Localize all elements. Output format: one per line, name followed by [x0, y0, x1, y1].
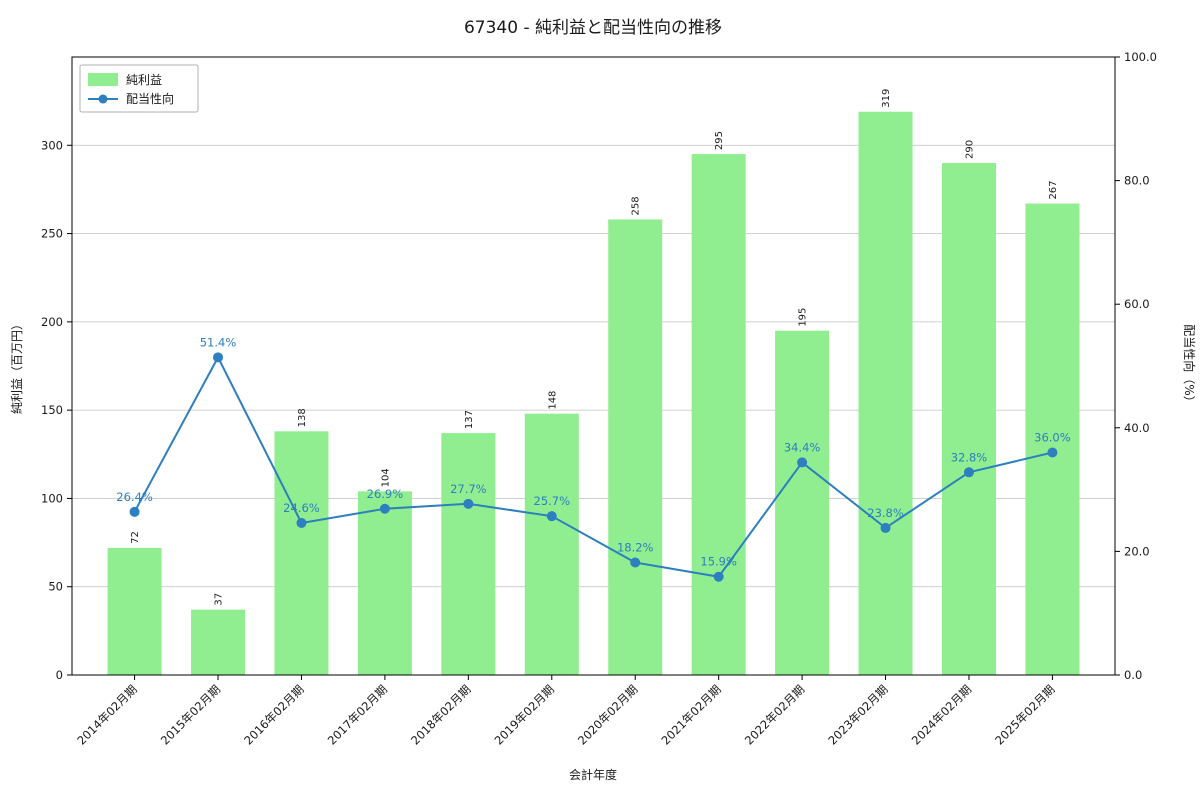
y-axis-label-right: 配当性向（%） — [1182, 324, 1197, 407]
line-point-label: 51.4% — [200, 335, 237, 349]
line-marker — [296, 517, 307, 528]
line-point-label: 34.4% — [784, 440, 821, 454]
y-tick-label-right: 40.0 — [1124, 421, 1150, 435]
line-marker — [630, 557, 641, 568]
legend-label-net-income: 純利益 — [126, 73, 162, 87]
x-tick-label: 2019年02月期 — [492, 682, 557, 747]
line-marker — [1047, 447, 1058, 458]
y-tick-label-left: 250 — [41, 227, 63, 241]
line-point-label: 36.0% — [1034, 431, 1071, 445]
x-tick-label: 2014年02月期 — [74, 682, 139, 747]
x-tick-label: 2022年02月期 — [742, 682, 807, 747]
line-marker — [129, 506, 140, 517]
bar-value-label: 37 — [214, 593, 225, 606]
x-tick-label: 2024年02月期 — [909, 682, 974, 747]
x-tick-label: 2018年02月期 — [408, 682, 473, 747]
line-marker — [963, 467, 974, 478]
legend-marker-payout-ratio — [98, 94, 108, 104]
line-marker — [546, 511, 557, 522]
y-tick-label-right: 80.0 — [1124, 174, 1150, 188]
plot-border — [71, 56, 1116, 676]
bar — [608, 219, 663, 675]
bar — [274, 431, 329, 675]
line-point-label: 18.2% — [617, 541, 654, 555]
bar-value-label: 267 — [1048, 180, 1059, 199]
bar-value-label: 319 — [881, 89, 892, 108]
bar-value-label: 72 — [130, 531, 141, 544]
y-tick-label-right: 100.0 — [1124, 50, 1157, 64]
bar — [858, 111, 913, 676]
y-tick-label-left: 200 — [41, 315, 63, 329]
bar — [524, 413, 579, 675]
plot-area — [72, 57, 1115, 675]
chart-title: 67340 - 純利益と配当性向の推移 — [464, 18, 722, 38]
y-tick-label-left: 0 — [56, 668, 63, 682]
y-axis-label-left: 純利益（百万円） — [10, 318, 24, 414]
line-point-label: 23.8% — [867, 506, 904, 520]
bar — [1025, 203, 1080, 675]
bar — [107, 547, 162, 675]
x-axis-label: 会計年度 — [569, 767, 617, 782]
y-tick-label-left: 50 — [48, 580, 63, 594]
legend: 純利益 配当性向 — [79, 64, 199, 113]
line-marker — [463, 498, 474, 509]
line-marker — [213, 352, 224, 363]
payout-ratio-line — [133, 355, 1053, 578]
bar-value-label: 258 — [631, 196, 642, 215]
x-tick-label: 2015年02月期 — [158, 682, 223, 747]
x-tick-label: 2021年02月期 — [658, 682, 723, 747]
bar-value-label: 195 — [798, 308, 809, 327]
bar-value-label: 295 — [714, 131, 725, 150]
bar-value-label: 148 — [547, 391, 558, 410]
bar — [691, 154, 746, 676]
y-tick-label-left: 100 — [41, 491, 63, 505]
y-tick-label-left: 300 — [41, 138, 63, 152]
y-tick-label-right: 20.0 — [1124, 544, 1150, 558]
bar — [357, 491, 412, 675]
line-marker — [797, 457, 808, 468]
legend-label-payout-ratio: 配当性向 — [126, 91, 174, 106]
line-marker — [379, 503, 390, 514]
bar-value-label: 138 — [297, 408, 308, 427]
bar — [775, 330, 830, 675]
y-tick-label-right: 60.0 — [1124, 297, 1150, 311]
bar-value-label: 104 — [380, 468, 391, 487]
y-tick-label-right: 0.0 — [1124, 668, 1142, 682]
bar — [941, 162, 996, 675]
x-tick-label: 2023年02月期 — [825, 682, 890, 747]
bar-value-label: 137 — [464, 410, 475, 429]
line-marker — [880, 522, 891, 533]
x-tick-label: 2025年02月期 — [992, 682, 1057, 747]
line-point-label: 26.4% — [116, 490, 153, 504]
legend-swatch-net-income — [88, 73, 118, 86]
bar — [191, 609, 246, 675]
line-point-label: 27.7% — [450, 482, 487, 496]
line-point-label: 26.9% — [367, 487, 404, 501]
y-tick-label-left: 150 — [41, 403, 63, 417]
bar — [441, 433, 496, 675]
line-point-label: 24.6% — [283, 501, 320, 515]
plot-layer: 0 50 100 150 200 250 300 0.0 20.0 40.0 60.0 80.0 100… — [41, 50, 1157, 748]
bar-value-label: 290 — [964, 140, 975, 159]
line-point-label: 32.8% — [951, 450, 988, 464]
x-tick-label: 2020年02月期 — [575, 682, 640, 747]
line-point-label: 15.9% — [700, 555, 737, 569]
x-tick-label: 2016年02月期 — [241, 682, 306, 747]
line-marker — [713, 571, 724, 582]
line-point-label: 25.7% — [534, 494, 571, 508]
x-tick-label: 2017年02月期 — [325, 682, 390, 747]
